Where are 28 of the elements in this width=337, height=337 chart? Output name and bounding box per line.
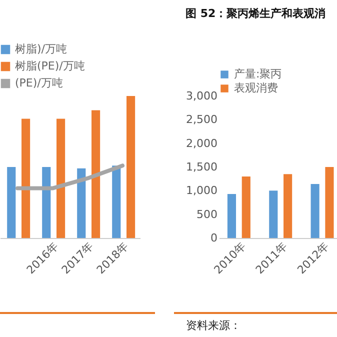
bar — [269, 190, 278, 238]
bar — [310, 184, 320, 238]
y-tick-label: 0 — [210, 232, 218, 244]
y-tick-label: 500 — [196, 208, 218, 221]
bar — [42, 167, 51, 238]
legend-label: 表观消费 — [234, 82, 278, 94]
y-tick-label: 2,500 — [186, 113, 218, 126]
bar — [22, 118, 30, 238]
bar — [7, 167, 16, 238]
legend-label: (PE)/万吨 — [15, 76, 63, 90]
legend-label: 树脂)/万吨 — [15, 42, 67, 56]
chart-title: 图 52：聚丙烯生产和表观消 — [186, 7, 326, 20]
text: 资料来源： — [186, 318, 241, 333]
bar — [227, 194, 236, 238]
bar — [112, 166, 121, 238]
bar — [77, 168, 86, 238]
legend-label: 产量:聚丙 — [234, 68, 282, 80]
y-tick-label: 3,000 — [186, 90, 218, 102]
y-tick-label: 1,000 — [186, 184, 218, 198]
bar — [284, 174, 292, 238]
bar — [92, 110, 100, 238]
bar — [56, 118, 66, 238]
y-tick-label: 2,000 — [186, 136, 218, 150]
bar — [325, 167, 334, 238]
bar — [242, 176, 250, 238]
legend-label: 树脂(PE)/万吨 — [15, 60, 85, 72]
bar — [126, 96, 136, 238]
y-tick-label: 1,500 — [186, 160, 218, 174]
